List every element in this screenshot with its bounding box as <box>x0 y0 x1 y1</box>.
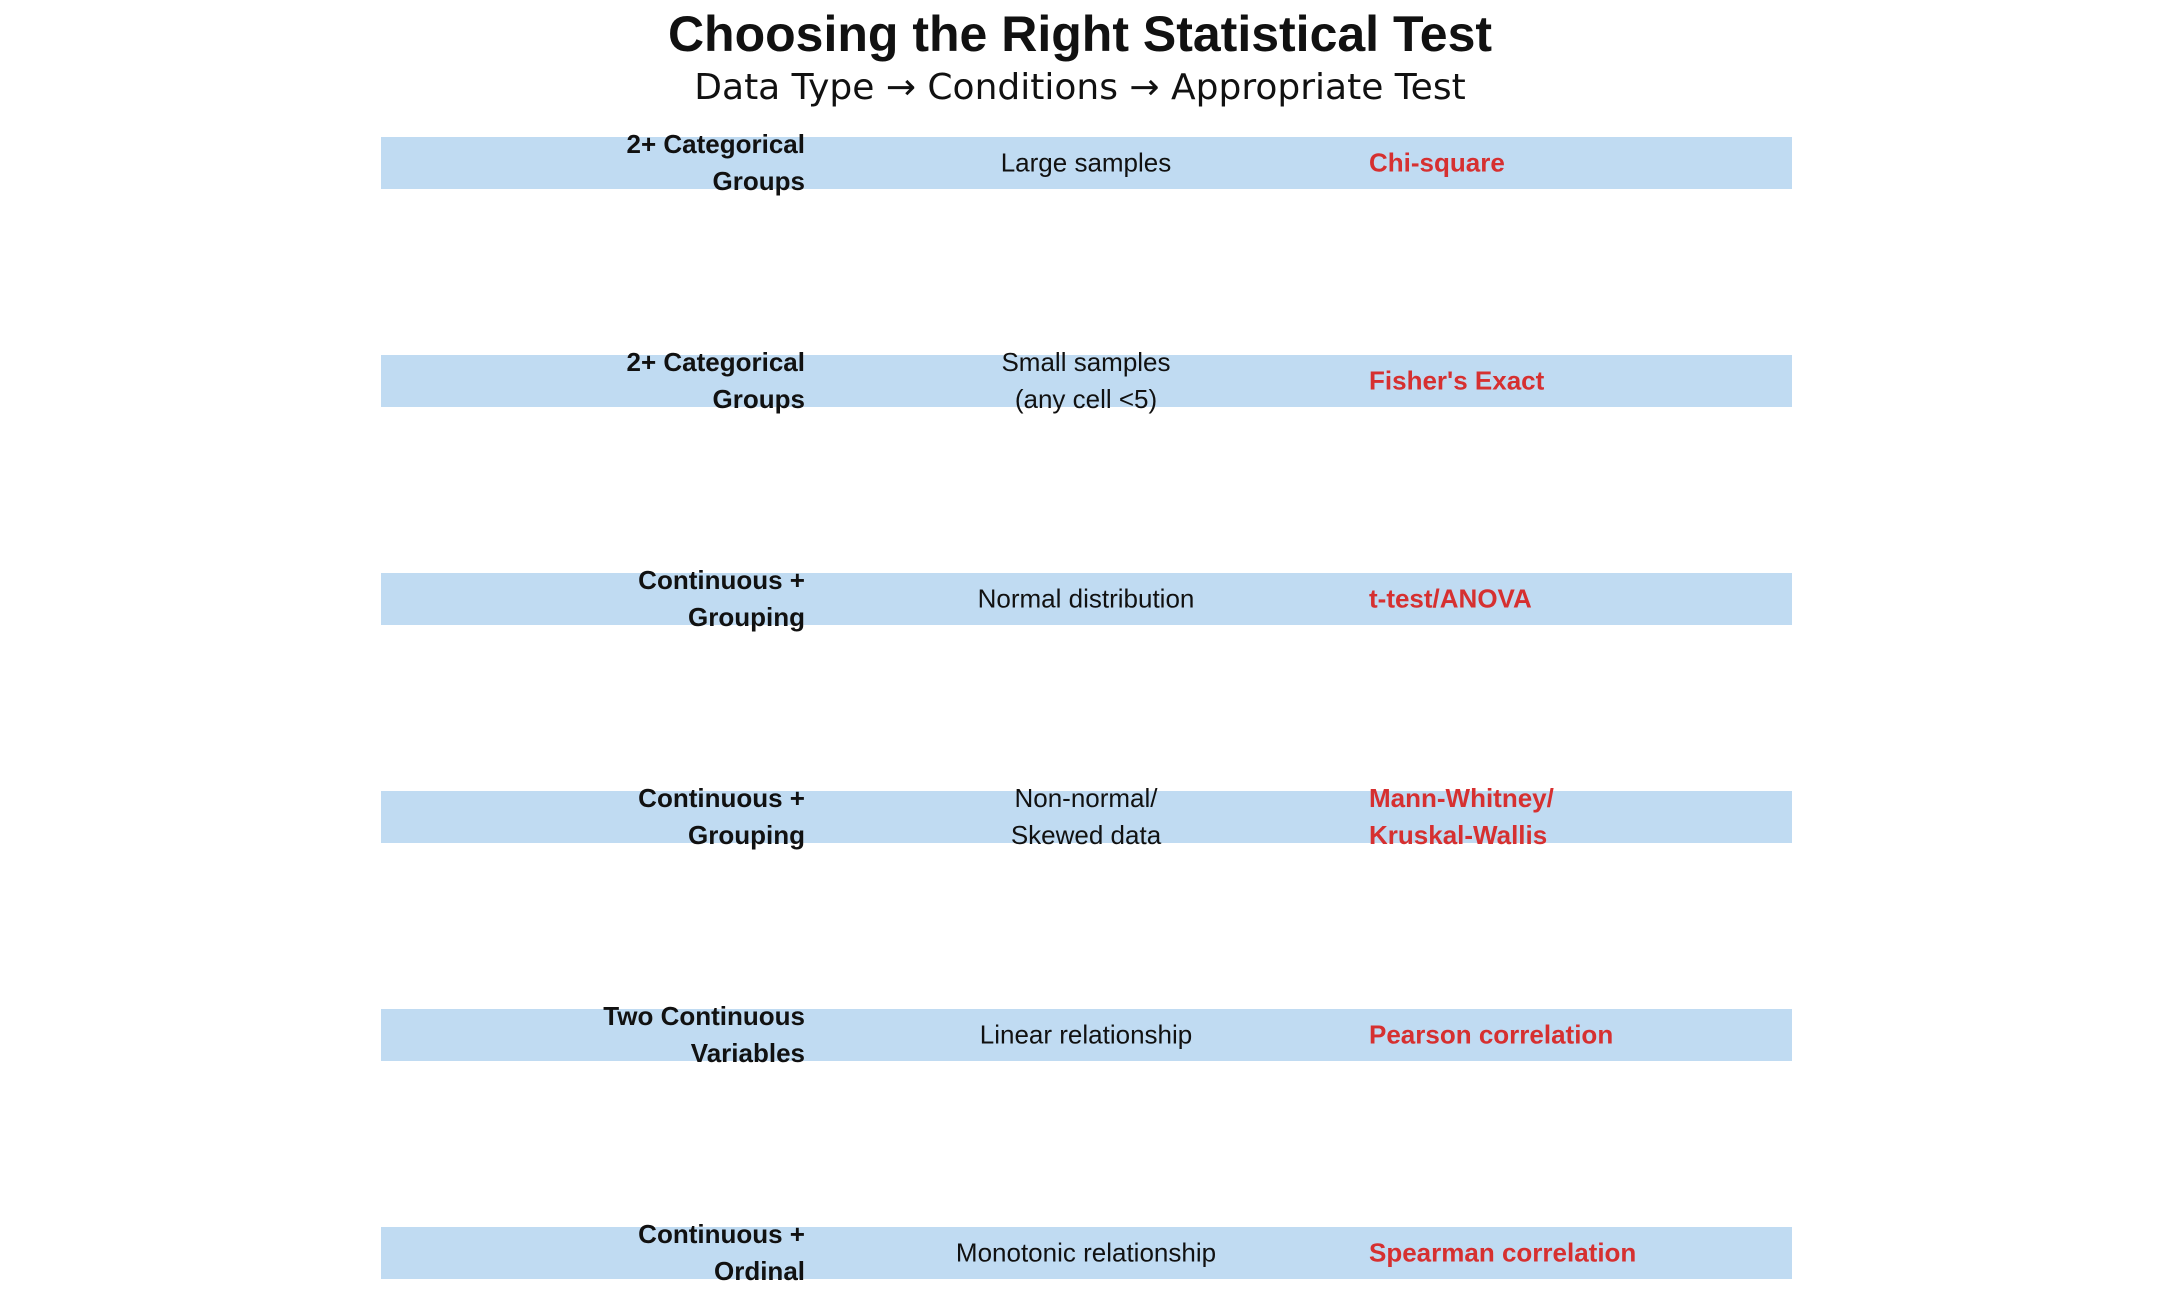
test-label: Chi-square <box>1369 147 1505 178</box>
data-type-label: Continuous + Grouping <box>638 565 805 632</box>
page-title: Choosing the Right Statistical Test <box>667 6 1493 62</box>
test-label: Pearson correlation <box>1369 1019 1614 1050</box>
row-band <box>381 1009 1792 1061</box>
row-band <box>381 573 1792 625</box>
condition-label: Monotonic relationship <box>955 1237 1217 1268</box>
row-band <box>381 791 1792 843</box>
condition-label: Non-normal/ Skewed data <box>1010 783 1162 850</box>
condition-label: Normal distribution <box>977 583 1195 614</box>
test-label: t-test/ANOVA <box>1369 583 1532 614</box>
data-type-label: Two Continuous Variables <box>603 1001 805 1068</box>
data-type-label: 2+ Categorical Groups <box>626 129 805 196</box>
data-type-label: Continuous + Grouping <box>638 783 805 850</box>
row-band <box>381 1227 1792 1279</box>
condition-label: Linear relationship <box>979 1019 1193 1050</box>
test-label: Mann-Whitney/ Kruskal-Wallis <box>1369 783 1554 850</box>
row-band <box>381 137 1792 189</box>
data-type-label: Continuous + Ordinal <box>638 1219 805 1286</box>
test-label: Spearman correlation <box>1369 1237 1637 1268</box>
row-band <box>381 355 1792 407</box>
condition-label: Large samples <box>1000 147 1172 178</box>
condition-label: Small samples (any cell <5) <box>1001 347 1171 414</box>
test-label: Fisher's Exact <box>1369 365 1545 396</box>
data-type-label: 2+ Categorical Groups <box>626 347 805 414</box>
page-subtitle: Data Type → Conditions → Appropriate Tes… <box>694 67 1466 108</box>
